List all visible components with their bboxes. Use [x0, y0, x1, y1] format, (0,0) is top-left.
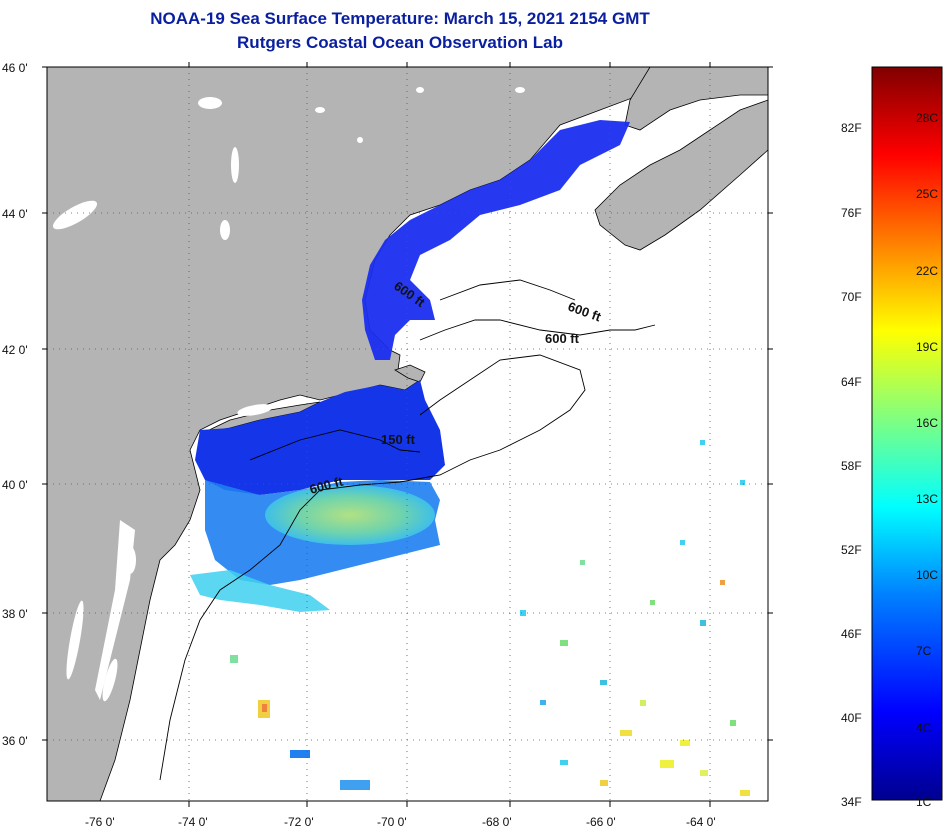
- depth-contours: [159, 279, 656, 781]
- land-new-brunswick: [624, 67, 768, 131]
- cbar-f-58: 58F: [841, 459, 862, 473]
- lat-label-46: 46 0': [2, 61, 28, 75]
- cbar-c-16: 16C: [916, 416, 938, 430]
- lat-label-40: 40 0': [2, 478, 28, 492]
- cbar-c-13: 13C: [916, 492, 938, 506]
- chesapeake-bay: [95, 520, 135, 700]
- sst-offshore-scatter: [230, 440, 750, 796]
- cbar-c-7: 7C: [916, 644, 932, 658]
- cbar-c-4: 4C: [916, 721, 932, 735]
- cbar-f-76: 76F: [841, 206, 862, 220]
- sst-cyan-patches: [190, 570, 330, 612]
- lon-label-74: -74 0': [178, 815, 208, 829]
- cbar-c-22: 22C: [916, 264, 938, 278]
- lon-label-66: -66 0': [586, 815, 616, 829]
- land-nova-scotia: [594, 99, 768, 251]
- lat-ticks: [42, 62, 773, 807]
- cbar-f-46: 46F: [841, 627, 862, 641]
- land-cape-cod: [394, 364, 426, 383]
- map-subtitle: Rutgers Coastal Ocean Observation Lab: [237, 33, 563, 52]
- cbar-f-40: 40F: [841, 711, 862, 725]
- sst-cold-gulf-of-maine: [362, 120, 630, 360]
- contour-label-150ft: 150 ft: [381, 432, 416, 447]
- cbar-f-34: 34F: [841, 795, 862, 809]
- lon-label-72: -72 0': [284, 815, 314, 829]
- lat-label-36: 36 0': [2, 734, 28, 748]
- cbar-c-19: 19C: [916, 340, 938, 354]
- cbar-c-25: 25C: [916, 187, 938, 201]
- cbar-c-10: 10C: [916, 568, 938, 582]
- cbar-f-52: 52F: [841, 543, 862, 557]
- lon-label-64: -64 0': [686, 815, 716, 829]
- sst-cold-shelf: [195, 380, 445, 495]
- lat-label-44: 44 0': [2, 207, 28, 221]
- map-area: 600 ft 600 ft 600 ft 150 ft 600 ft: [47, 67, 768, 801]
- lon-label-70: -70 0': [377, 815, 407, 829]
- cbar-c-1: 1C: [916, 795, 932, 809]
- sst-warm-shelf-edge: [265, 485, 435, 545]
- contour-label-georges-south: 600 ft: [545, 331, 580, 346]
- lon-label-68: -68 0': [482, 815, 512, 829]
- colorbar: [871, 66, 943, 801]
- graticule: [47, 67, 768, 801]
- lon-label-76: -76 0': [85, 815, 115, 829]
- cbar-c-28: 28C: [916, 111, 938, 125]
- map-title: NOAA-19 Sea Surface Temperature: March 1…: [150, 9, 650, 28]
- cbar-f-64: 64F: [841, 375, 862, 389]
- cbar-f-82: 82F: [841, 121, 862, 135]
- lat-label-38: 38 0': [2, 607, 28, 621]
- inland-lakes: [52, 87, 525, 702]
- cbar-f-70: 70F: [841, 290, 862, 304]
- lat-label-42: 42 0': [2, 343, 28, 357]
